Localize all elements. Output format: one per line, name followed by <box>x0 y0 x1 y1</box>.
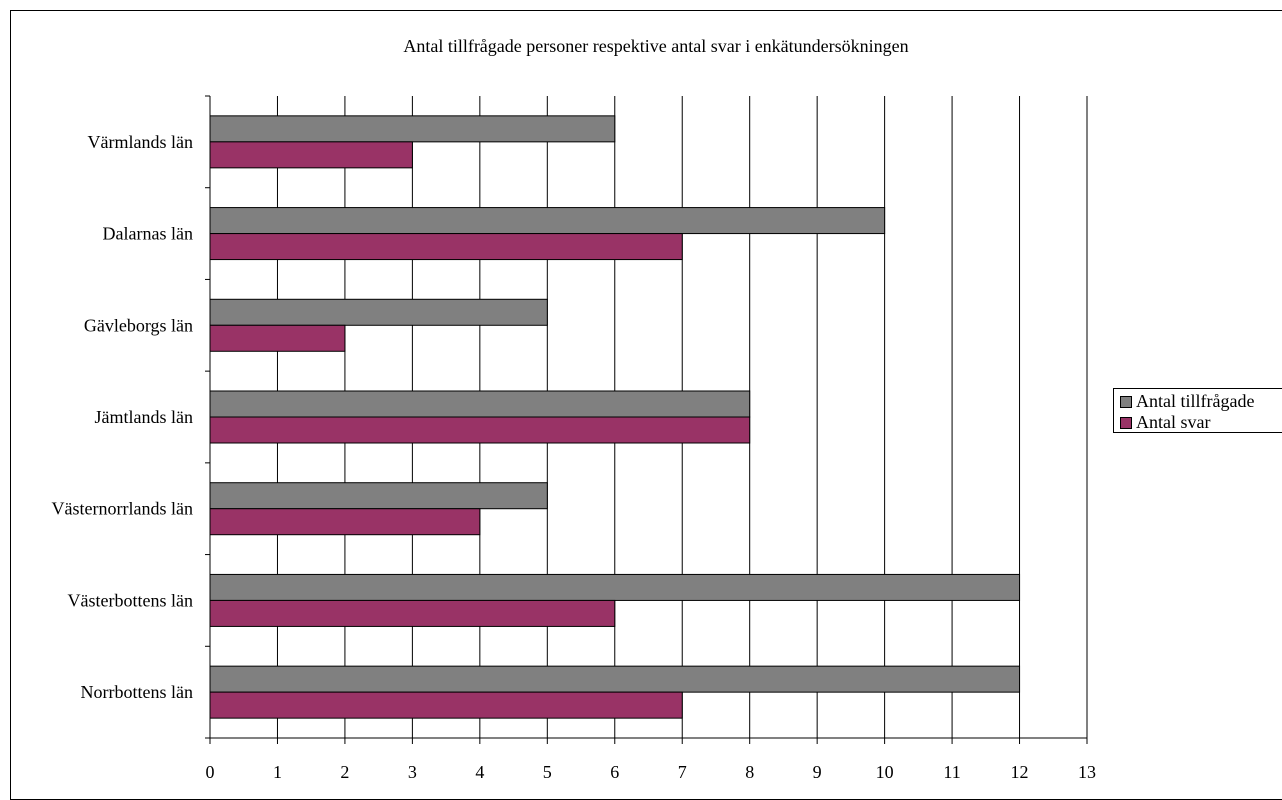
x-tick-labels: 0 1 2 3 4 5 6 7 8 9 10 11 12 13 <box>206 762 1097 782</box>
y-category-label: Jämtlands län <box>95 407 193 427</box>
legend-item-series-2: Antal svar <box>1120 412 1210 433</box>
bar <box>209 115 616 143</box>
x-tick-label: 10 <box>876 762 894 782</box>
bar <box>209 207 886 235</box>
x-tick-label: 2 <box>340 762 349 782</box>
bar <box>209 508 481 536</box>
x-tick-label: 8 <box>745 762 754 782</box>
x-tick-label: 6 <box>610 762 619 782</box>
legend-label-series-1: Antal tillfrågade <box>1136 391 1255 411</box>
bars <box>209 115 1021 719</box>
legend-item-series-1: Antal tillfrågade <box>1120 391 1254 412</box>
chart-title: Antal tillfrågade personer respektive an… <box>403 36 908 56</box>
bar <box>209 298 548 326</box>
x-tick-label: 3 <box>408 762 417 782</box>
bar <box>209 482 548 510</box>
x-tick-label: 1 <box>273 762 282 782</box>
legend: Antal tillfrågade Antal svar <box>1113 388 1282 433</box>
x-tick-label: 13 <box>1078 762 1096 782</box>
y-category-label: Värmlands län <box>88 132 193 152</box>
x-tick-label: 0 <box>206 762 215 782</box>
x-tick-label: 11 <box>943 762 960 782</box>
x-tick-label: 5 <box>543 762 552 782</box>
bar <box>209 665 1021 693</box>
y-category-label: Västernorrlands län <box>52 499 193 519</box>
x-tick-label: 9 <box>813 762 822 782</box>
y-category-label: Norrbottens län <box>81 682 193 702</box>
bar <box>209 233 683 261</box>
bar <box>209 599 616 627</box>
bar <box>209 390 751 418</box>
bar <box>209 573 1021 601</box>
y-category-label: Dalarnas län <box>103 224 193 244</box>
legend-label-series-2: Antal svar <box>1136 412 1211 432</box>
bar <box>209 324 346 352</box>
legend-swatch-series-2 <box>1120 416 1132 429</box>
bar <box>209 691 683 719</box>
x-tick-label: 12 <box>1011 762 1029 782</box>
y-category-labels: Värmlands län Dalarnas län Gävleborgs län J… <box>52 132 193 702</box>
bar <box>209 416 751 444</box>
y-category-label: Gävleborgs län <box>84 315 193 335</box>
axes <box>205 95 1088 744</box>
legend-swatch-series-1 <box>1120 395 1132 408</box>
y-category-label: Västerbottens län <box>68 590 193 610</box>
bar <box>209 141 413 169</box>
x-tick-label: 4 <box>475 762 484 782</box>
x-tick-label: 7 <box>678 762 687 782</box>
